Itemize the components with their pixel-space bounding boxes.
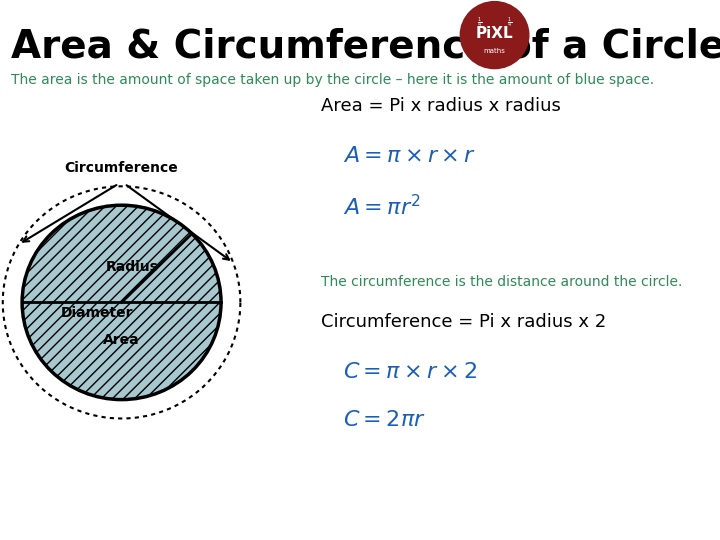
- Text: $A = \pi r^2$: $A = \pi r^2$: [343, 194, 420, 220]
- Text: PiXL: PiXL: [476, 26, 513, 41]
- Text: $\frac{1}{4}$: $\frac{1}{4}$: [477, 16, 482, 30]
- Text: $C = 2\pi r$: $C = 2\pi r$: [343, 410, 426, 430]
- Text: Area = Pi x radius x radius: Area = Pi x radius x radius: [320, 97, 560, 115]
- Circle shape: [22, 205, 221, 400]
- Text: The circumference is the distance around the circle.: The circumference is the distance around…: [320, 275, 682, 289]
- Circle shape: [460, 2, 528, 69]
- Text: $C = \pi\times r\times 2$: $C = \pi\times r\times 2$: [343, 362, 477, 382]
- Text: $\frac{1}{4}$: $\frac{1}{4}$: [507, 16, 512, 30]
- Text: $A = \pi\times r\times r$: $A = \pi\times r\times r$: [343, 146, 476, 166]
- Text: Area: Area: [103, 333, 140, 347]
- Text: Circumference = Pi x radius x 2: Circumference = Pi x radius x 2: [320, 313, 606, 331]
- Text: Circumference: Circumference: [65, 161, 179, 176]
- Text: Area & Circumference of a Circle: Area & Circumference of a Circle: [11, 27, 720, 65]
- Text: Diameter: Diameter: [60, 306, 133, 320]
- Text: The area is the amount of space taken up by the circle – here it is the amount o: The area is the amount of space taken up…: [11, 73, 654, 87]
- Text: maths: maths: [484, 48, 505, 55]
- Text: Radius: Radius: [106, 260, 159, 274]
